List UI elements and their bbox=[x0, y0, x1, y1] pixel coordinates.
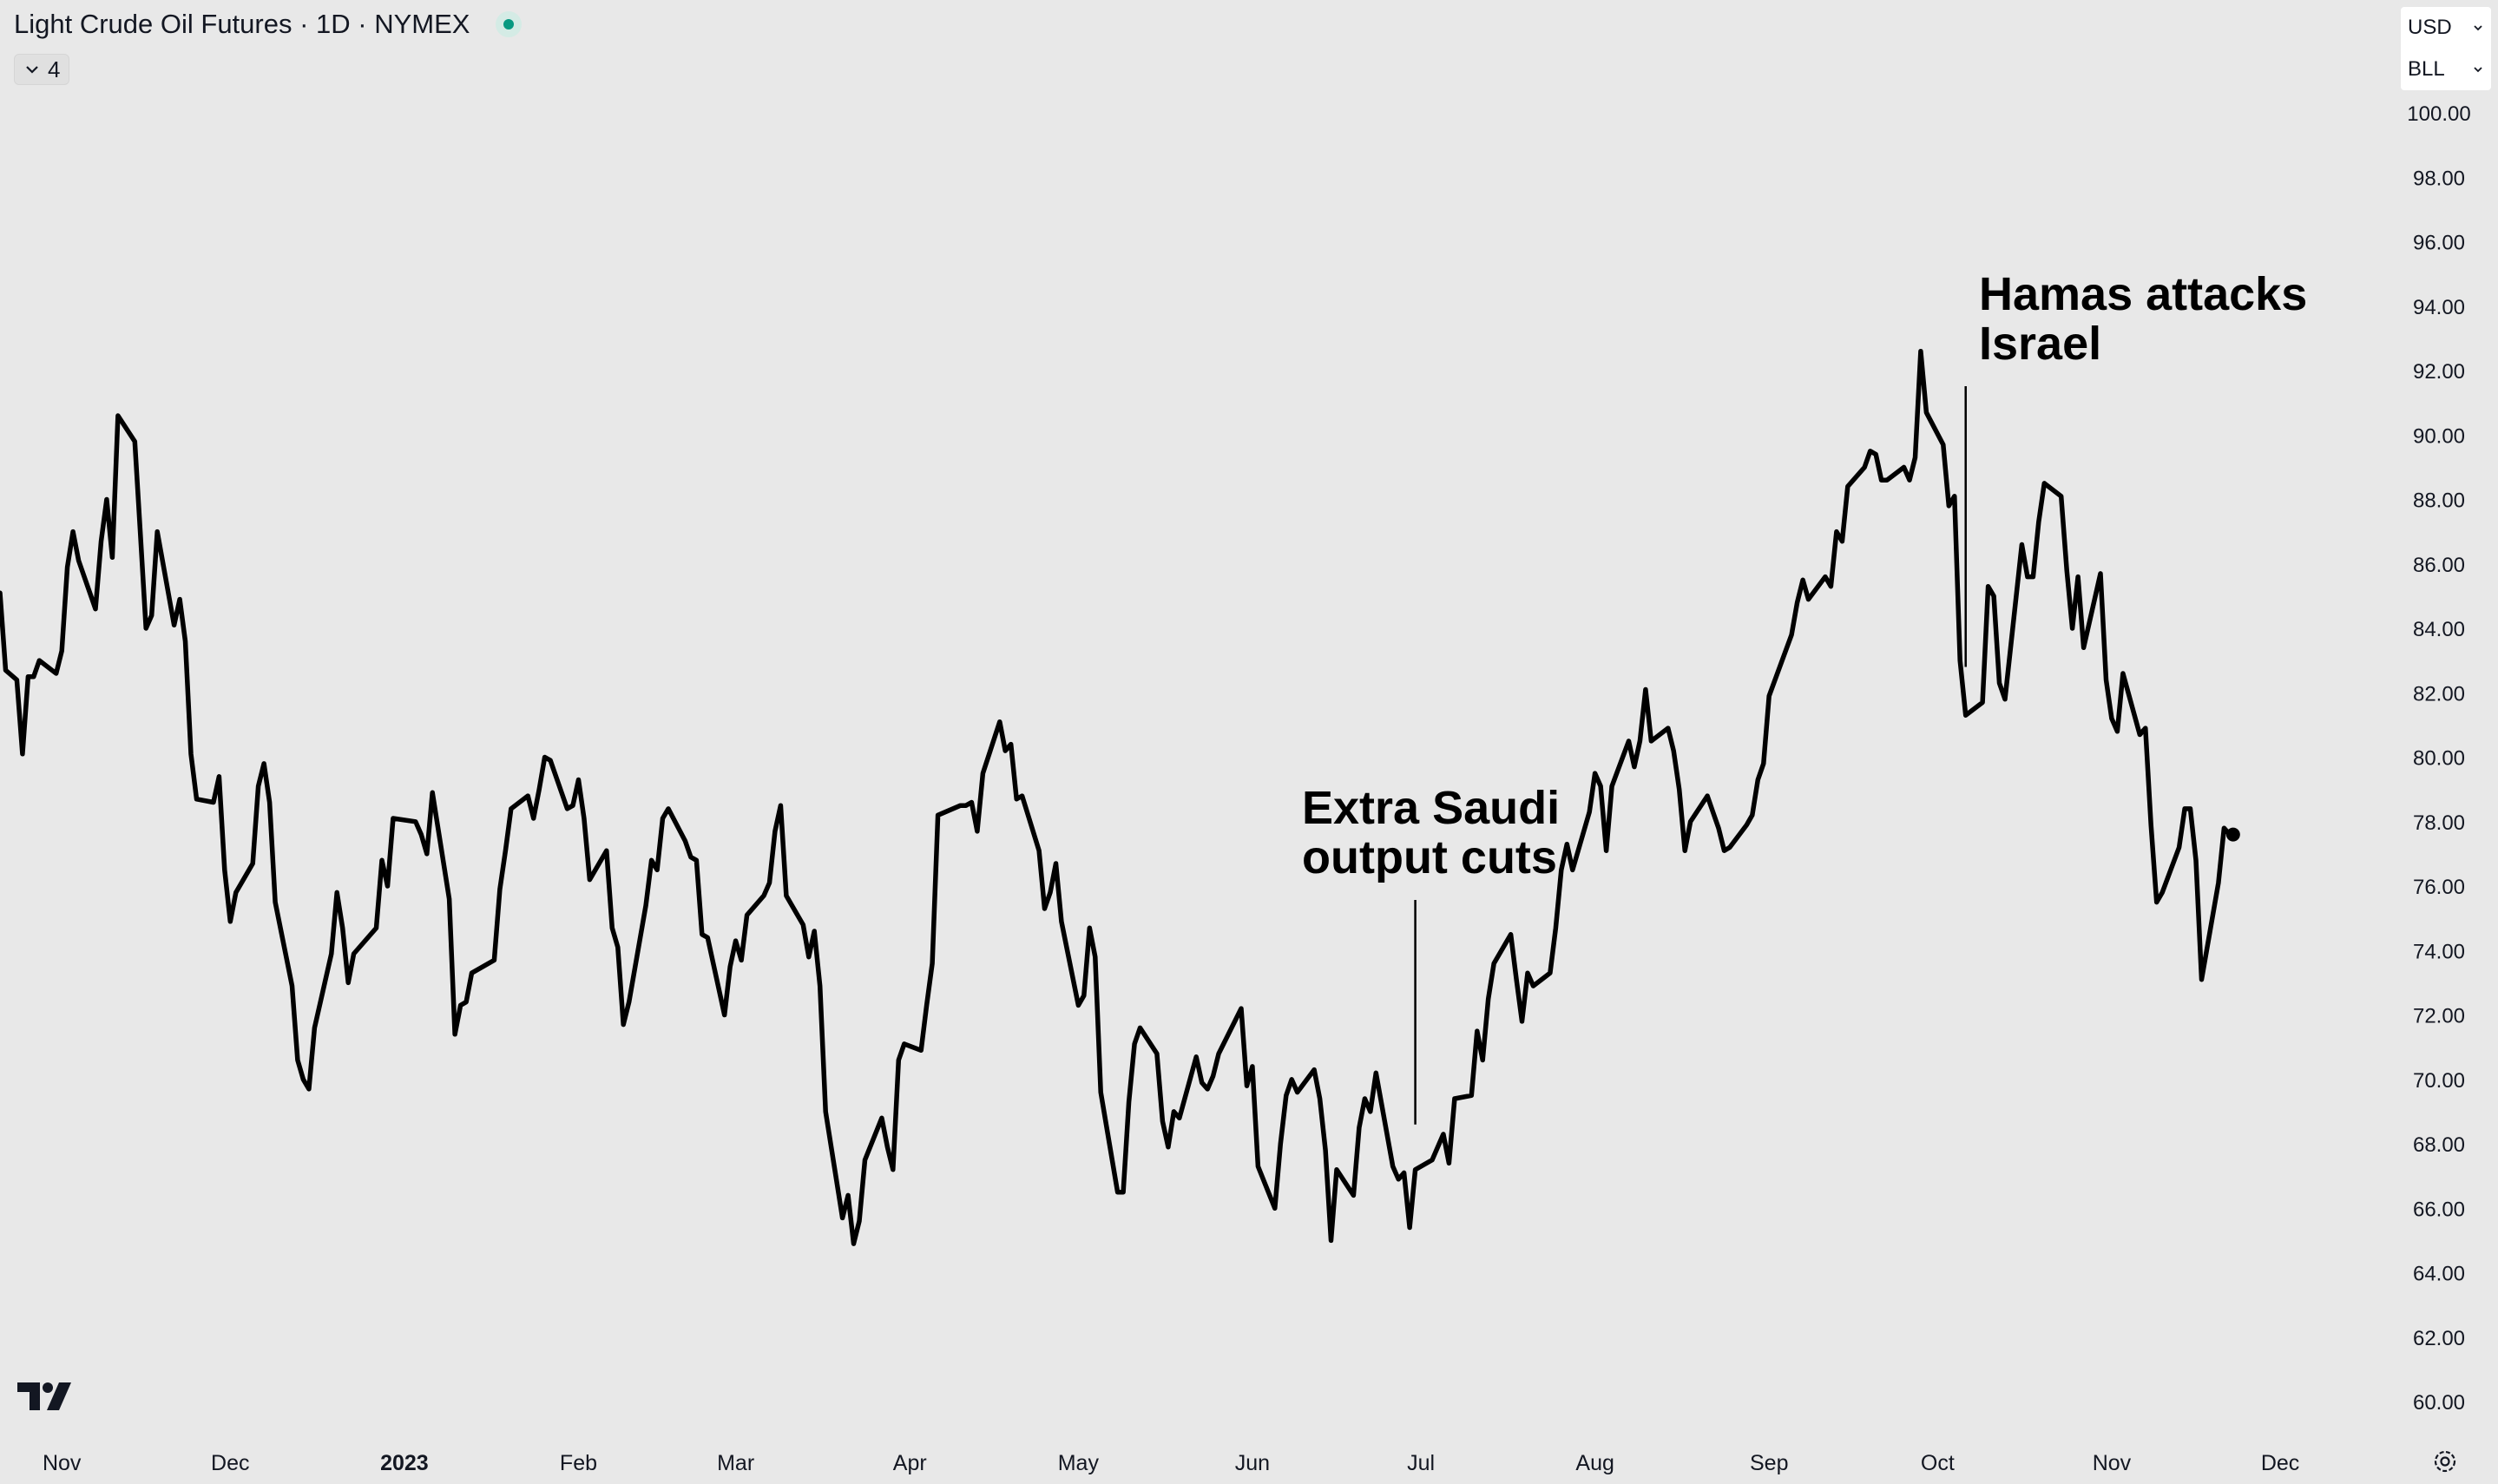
last-price-marker[interactable] bbox=[2225, 827, 2240, 842]
y-tick-label: 72.00 bbox=[2413, 1005, 2465, 1028]
y-tick-label: 98.00 bbox=[2413, 167, 2465, 190]
x-tick-label: Nov bbox=[2093, 1451, 2132, 1475]
chart-header: Light Crude Oil Futures · 1D · NYMEX bbox=[14, 9, 523, 40]
unit-selectors: USD BLL bbox=[2401, 7, 2491, 90]
y-tick-label: 68.00 bbox=[2413, 1133, 2465, 1157]
x-tick-label: Feb bbox=[560, 1451, 597, 1475]
x-tick-label: Aug bbox=[1575, 1451, 1614, 1475]
currency-selector[interactable]: USD bbox=[2401, 7, 2491, 49]
chevron-down-icon bbox=[2474, 25, 2482, 31]
y-tick-label: 88.00 bbox=[2413, 489, 2465, 513]
y-tick-label: 64.00 bbox=[2413, 1263, 2465, 1286]
x-tick-label: Sep bbox=[1750, 1451, 1788, 1475]
unit-selector[interactable]: BLL bbox=[2401, 49, 2491, 90]
unit-value: BLL bbox=[2408, 57, 2445, 81]
annotation-label: Israel bbox=[1979, 318, 2101, 370]
y-tick-label: 80.00 bbox=[2413, 747, 2465, 771]
y-tick-label: 90.00 bbox=[2413, 424, 2465, 448]
y-tick-label: 66.00 bbox=[2413, 1198, 2465, 1221]
time-axis[interactable]: Nov Dec 2023 Feb Mar Apr May Jun Jul Aug Sep Oct Nov… bbox=[43, 1451, 2299, 1475]
x-tick-label: Nov bbox=[43, 1451, 82, 1475]
y-tick-label: 92.00 bbox=[2413, 360, 2465, 384]
annotation-label: Extra Saudi bbox=[1302, 782, 1560, 834]
indicator-count: 4 bbox=[48, 56, 61, 82]
x-tick-label: Dec bbox=[211, 1451, 249, 1475]
settings-gear-icon[interactable] bbox=[2430, 1447, 2460, 1476]
currency-value: USD bbox=[2408, 16, 2452, 39]
x-tick-label: May bbox=[1058, 1451, 1100, 1475]
y-tick-label: 62.00 bbox=[2413, 1327, 2465, 1350]
x-tick-label: Mar bbox=[717, 1451, 754, 1475]
y-tick-label: 94.00 bbox=[2413, 296, 2465, 319]
y-tick-label: 86.00 bbox=[2413, 554, 2465, 577]
y-tick-label: 84.00 bbox=[2413, 618, 2465, 641]
annotation-label: output cuts bbox=[1302, 831, 1557, 883]
chevron-down-icon bbox=[26, 66, 38, 74]
tradingview-logo-icon[interactable] bbox=[17, 1382, 73, 1414]
price-series-layer bbox=[0, 348, 2240, 1246]
x-tick-label: Jun bbox=[1235, 1451, 1270, 1475]
y-tick-label: 78.00 bbox=[2413, 811, 2465, 835]
y-tick-label: 70.00 bbox=[2413, 1069, 2465, 1093]
x-tick-label: Apr bbox=[893, 1451, 927, 1475]
y-tick-label: 60.00 bbox=[2413, 1391, 2465, 1415]
symbol-title[interactable]: Light Crude Oil Futures · 1D · NYMEX bbox=[14, 9, 470, 39]
y-tick-label: 96.00 bbox=[2413, 232, 2465, 255]
y-tick-label: 74.00 bbox=[2413, 940, 2465, 963]
x-tick-label: Dec bbox=[2261, 1451, 2299, 1475]
y-tick-label: 76.00 bbox=[2413, 876, 2465, 899]
market-open-dot-icon bbox=[496, 11, 523, 37]
x-tick-label: 2023 bbox=[380, 1451, 429, 1475]
y-tick-label: 82.00 bbox=[2413, 682, 2465, 706]
price-axis[interactable]: 60.00 62.00 64.00 66.00 68.00 70.00 72.00 74.00… bbox=[2407, 102, 2470, 1415]
annotation-label: Hamas attacks bbox=[1979, 268, 2307, 320]
x-tick-label: Oct bbox=[1921, 1451, 1955, 1475]
y-tick-label: 100.00 bbox=[2407, 102, 2470, 126]
chevron-down-icon bbox=[2474, 67, 2482, 73]
price-line-series[interactable] bbox=[0, 348, 2232, 1246]
indicators-collapse-button[interactable]: 4 bbox=[14, 54, 70, 85]
x-tick-label: Jul bbox=[1407, 1451, 1435, 1475]
